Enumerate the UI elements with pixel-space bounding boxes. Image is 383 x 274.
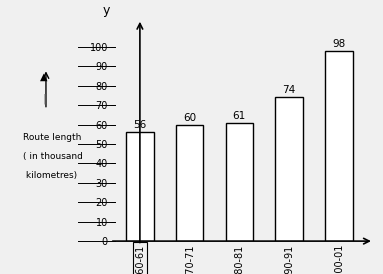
Text: |: |: [42, 93, 46, 104]
Text: kilometres): kilometres): [23, 171, 77, 180]
Text: 98: 98: [332, 39, 345, 49]
Bar: [126, 132, 154, 241]
Text: 56: 56: [133, 120, 147, 130]
Text: ( in thousand: ( in thousand: [23, 152, 83, 161]
Text: ▲: ▲: [40, 72, 48, 82]
Text: Route length: Route length: [23, 133, 81, 141]
Text: 60: 60: [183, 113, 196, 122]
Text: 74: 74: [283, 85, 296, 95]
Bar: [275, 97, 303, 241]
Bar: [226, 122, 253, 241]
Bar: [176, 125, 203, 241]
Text: 61: 61: [233, 111, 246, 121]
Text: y: y: [103, 4, 110, 17]
Bar: [325, 51, 352, 241]
